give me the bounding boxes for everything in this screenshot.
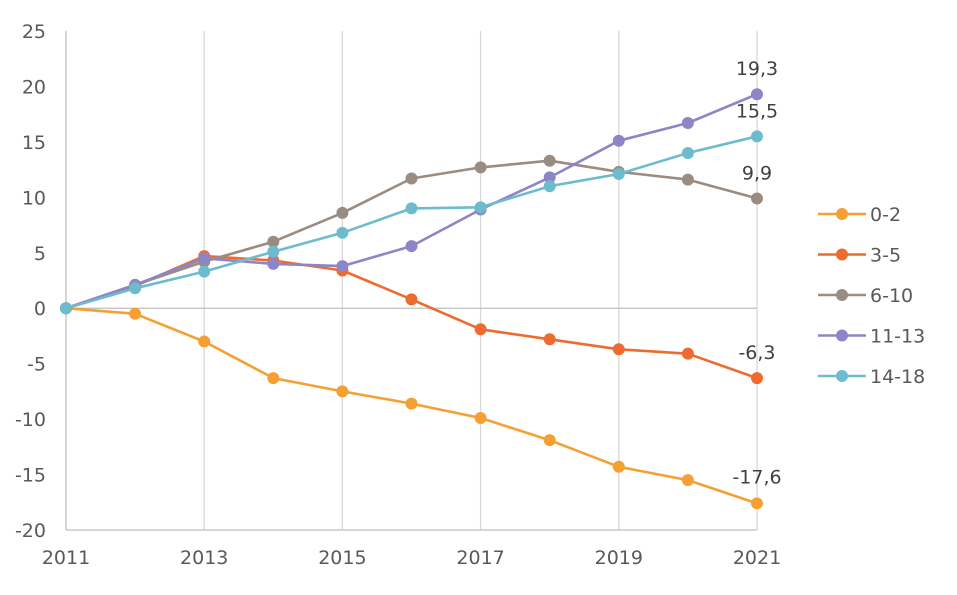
legend: 0-2 3-5 6-10 11-13 14-18 [818,204,925,388]
data-point [681,146,694,159]
data-point [267,235,280,248]
x-tick-label: 2013 [180,547,228,569]
data-point [681,117,694,130]
data-point [681,347,694,360]
data-point [405,240,418,253]
data-point [751,88,763,101]
data-point [612,168,625,181]
data-point [129,307,142,320]
axes: -20 -15 -10 -5 0 5 10 15 20 25 2011 2013 2015 2017 201… [15,21,781,569]
data-point [336,206,349,219]
y-tick-label: -15 [15,465,46,487]
y-tick-label: 20 [22,76,46,98]
series-line-14-18 [65,135,758,310]
data-point [681,173,694,186]
data-point [405,172,418,185]
y-tick-label: 10 [22,187,46,209]
y-tick-label: 5 [34,243,46,265]
y-tick-label: 15 [22,132,46,154]
data-point [198,252,211,265]
data-point [474,201,487,214]
y-tick-label: 25 [22,21,46,43]
data-label: 19,3 [736,58,778,80]
data-point [474,412,487,425]
y-tick-label: -5 [27,354,46,376]
x-tick-label: 2017 [456,547,504,569]
data-point [751,497,763,510]
data-point [336,226,349,239]
data-label: -17,6 [732,466,781,488]
x-tick-label: 2021 [733,547,781,569]
legend-label: 0-2 [870,204,901,226]
data-point [751,192,763,205]
data-point [543,434,556,447]
data-label: 9,9 [742,162,772,184]
data-point [336,260,349,273]
y-tick-label: -20 [15,520,46,542]
data-point [751,372,763,385]
data-point [129,282,142,295]
data-point [267,257,280,270]
legend-label: 3-5 [870,245,901,267]
legend-marker [836,248,848,261]
data-point [612,343,625,356]
legend-marker [836,208,848,220]
data-point [198,335,211,348]
data-point [612,134,625,147]
legend-label: 14-18 [870,366,925,388]
data-point [336,385,349,398]
data-point [543,154,556,167]
legend-label: 6-10 [870,285,913,307]
data-label: -6,3 [738,342,775,364]
data-point [60,302,72,315]
data-point [405,202,418,215]
data-label: 15,5 [736,100,778,122]
data-point [543,180,556,193]
legend-marker [836,289,848,301]
series-line-11-13 [65,93,758,310]
data-point [474,323,487,336]
data-point [543,333,556,346]
data-point [405,293,418,306]
legend-marker [836,329,848,342]
x-tick-label: 2015 [318,547,366,569]
data-point [267,245,280,258]
data-point [405,397,418,410]
legend-marker [836,370,848,382]
y-tick-label: -10 [15,409,46,431]
data-point [543,171,556,184]
x-tick-label: 2019 [595,547,643,569]
data-point [267,372,280,385]
grid [203,31,758,530]
data-point [751,130,763,143]
legend-label: 11-13 [870,326,925,348]
y-tick-label: 0 [34,298,46,320]
data-point [474,161,487,174]
data-labels: -17,6 -6,3 9,9 19,3 15,5 [732,58,781,488]
data-point [612,460,625,473]
data-point [681,474,694,487]
data-point [198,265,211,278]
series-lines [60,88,763,510]
x-tick-label: 2011 [42,547,90,569]
